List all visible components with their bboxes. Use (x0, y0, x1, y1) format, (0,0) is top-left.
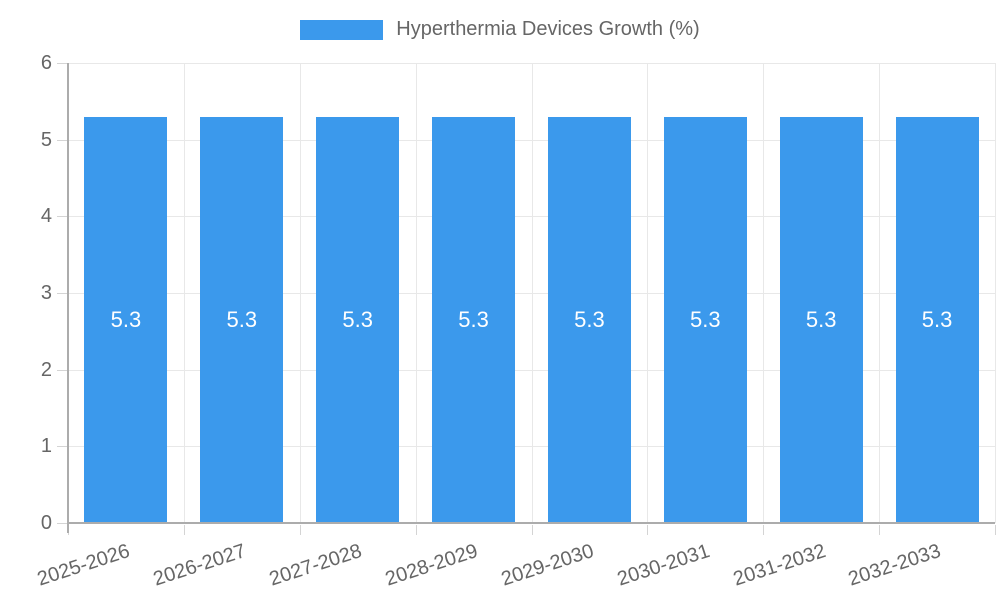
y-tick-label: 0 (40, 512, 52, 534)
y-axis-tick (57, 216, 68, 218)
bar[interactable] (432, 116, 516, 522)
bar-value-label: 5.3 (226, 306, 258, 332)
y-tick-label: 3 (40, 282, 52, 304)
legend-label: Hyperthermia Devices Growth (%) (396, 18, 700, 40)
gridline-vertical (647, 63, 649, 523)
y-tick-label: 2 (40, 358, 52, 381)
x-axis-tick (183, 525, 185, 535)
x-axis-tick (299, 525, 301, 535)
bar[interactable] (663, 116, 747, 522)
y-axis-tick (57, 139, 68, 141)
legend: Hyperthermia Devices Growth (%) (0, 18, 1000, 41)
gridline-vertical (879, 63, 881, 523)
bar-value-label: 5.3 (805, 306, 837, 332)
x-tick-label: 2031-2032 (730, 540, 828, 591)
bar-value-label: 5.3 (690, 306, 721, 332)
x-tick-label: 2027-2028 (266, 540, 365, 591)
bar-value-label: 5.3 (921, 306, 953, 332)
bar[interactable] (895, 116, 979, 522)
y-axis-tick (57, 523, 68, 524)
x-tick-label: 2026-2027 (150, 540, 249, 591)
x-tick-label: 2025-2026 (34, 540, 133, 591)
gridline-vertical (415, 63, 417, 523)
x-axis-tick (531, 525, 533, 535)
y-axis-tick (57, 446, 68, 448)
x-axis-line (68, 522, 995, 524)
gridline-vertical (763, 63, 765, 523)
bar[interactable] (84, 116, 168, 522)
bar-value-label: 5.3 (110, 306, 142, 332)
bar-value-label: 5.3 (342, 306, 373, 332)
x-axis-tick (763, 525, 765, 535)
x-tick-label: 2028-2029 (382, 540, 481, 591)
y-tick-label: 1 (40, 435, 52, 458)
bar[interactable] (200, 116, 284, 522)
bar-value-label: 5.3 (574, 306, 605, 332)
legend-swatch-icon (300, 19, 384, 40)
x-axis-tick (415, 525, 417, 535)
x-axis-tick (879, 525, 881, 535)
x-axis-tick (995, 525, 996, 535)
gridline-vertical (183, 63, 185, 523)
bar[interactable] (779, 116, 863, 522)
gridline-vertical (995, 63, 996, 523)
bar-value-label: 5.3 (458, 306, 489, 332)
gridline-vertical (531, 63, 533, 523)
bar[interactable] (547, 116, 631, 522)
x-tick-label: 2029-2030 (498, 540, 597, 591)
y-axis-tick (57, 293, 68, 294)
y-tick-label: 4 (40, 205, 52, 228)
x-tick-label: 2030-2031 (614, 540, 713, 591)
bar[interactable] (316, 116, 400, 522)
y-tick-label: 6 (40, 52, 52, 74)
y-tick-label: 5 (40, 128, 52, 151)
gridline-vertical (299, 63, 301, 523)
x-axis-tick (647, 525, 649, 535)
y-axis-tick (57, 369, 68, 371)
x-tick-label: 2032-2033 (846, 540, 944, 591)
y-axis-tick (57, 63, 68, 64)
y-axis-line (67, 63, 69, 533)
legend-item[interactable]: Hyperthermia Devices Growth (%) (300, 18, 700, 41)
